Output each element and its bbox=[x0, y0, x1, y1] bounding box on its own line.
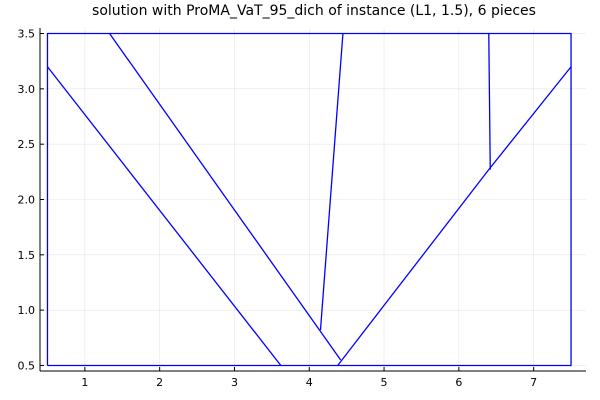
series-line-2 bbox=[46, 66, 282, 366]
y-tick-label: 3.0 bbox=[18, 83, 36, 96]
x-tick-label: 6 bbox=[455, 376, 462, 389]
y-tick-label: 1.5 bbox=[18, 249, 36, 262]
series-group bbox=[46, 32, 572, 367]
x-tick-label: 3 bbox=[231, 376, 238, 389]
y-tick-label: 2.5 bbox=[18, 138, 36, 151]
series-line-6 bbox=[488, 33, 491, 170]
ticks: 1 2 3 4 5 6 7 0.5 1.0 1.5 2.0 2.5 3.0 3.5 bbox=[18, 28, 538, 389]
x-tick-label: 4 bbox=[306, 376, 313, 389]
y-tick-label: 0.5 bbox=[18, 359, 36, 372]
series-line-3 bbox=[109, 33, 342, 361]
series-line-1 bbox=[46, 32, 572, 367]
series-line-4 bbox=[319, 33, 344, 331]
x-tick-label: 2 bbox=[156, 376, 163, 389]
x-tick-label: 1 bbox=[81, 376, 88, 389]
y-tick-label: 1.0 bbox=[18, 304, 36, 317]
x-tick-label: 5 bbox=[381, 376, 388, 389]
chart-title: solution with ProMA_VaT_95_dich of insta… bbox=[92, 3, 536, 19]
y-tick-label: 3.5 bbox=[18, 28, 36, 41]
y-tick-label: 2.0 bbox=[18, 194, 36, 207]
series-line-5 bbox=[337, 66, 572, 366]
x-tick-label: 7 bbox=[530, 376, 537, 389]
grid bbox=[40, 28, 586, 371]
